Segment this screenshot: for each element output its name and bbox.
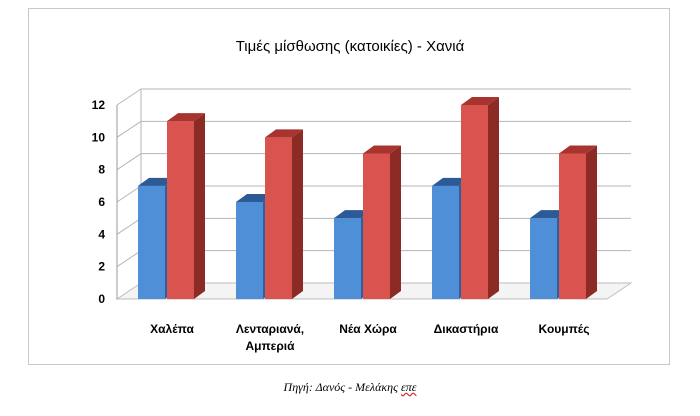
x-tick-label: Δικαστήρια: [434, 322, 499, 336]
bar: [559, 145, 597, 299]
bar-top: [363, 145, 401, 154]
gridline-wall: [116, 153, 142, 171]
source-note: Πηγή: Δανός - Μελάκης επε: [0, 380, 700, 395]
bar-front: [236, 202, 263, 299]
bar-front: [363, 153, 390, 299]
chart-frame: Τιμές μίσθωσης (κατοικίες) - Χανιά 0 2 4 6 8…: [28, 8, 670, 365]
gridline-wall: [116, 88, 142, 106]
y-tick-label: 0: [98, 292, 105, 306]
bar: [167, 113, 205, 300]
x-axis-labels: Χαλέπα Λενταριανά, Αμπεριά Νέα Χώρα Δικαστήρ…: [150, 322, 589, 353]
gridline-wall: [116, 185, 142, 203]
bar-top: [236, 194, 274, 202]
chart-canvas: Τιμές μίσθωσης (κατοικίες) - Χανιά 0 2 4 6 8…: [92, 38, 633, 353]
bar-top: [138, 177, 176, 186]
bar-top: [530, 210, 568, 219]
bar-front: [461, 105, 488, 299]
y-tick-label: 12: [92, 98, 106, 112]
x-tick-label-line: Δικαστήρια: [434, 322, 499, 336]
bar-front: [138, 185, 165, 299]
x-tick-label-line: Λενταριανά,: [236, 322, 304, 336]
source-note-text: Πηγή: Δανός - Μελάκης: [283, 380, 401, 394]
y-tick-label: 4: [98, 227, 105, 241]
bar-side: [390, 145, 401, 299]
gridline-wall: [116, 250, 142, 268]
y-tick-label: 10: [92, 130, 106, 144]
gridline-wall: [116, 217, 142, 235]
bar-front: [334, 218, 361, 299]
bar-top: [432, 177, 470, 186]
y-tick-label: 8: [98, 163, 105, 177]
source-note-underlined: επε: [400, 380, 417, 394]
bar-side: [586, 145, 597, 299]
bar-front: [530, 218, 557, 299]
y-tick-label: 2: [98, 260, 105, 274]
bars: [138, 97, 597, 300]
bar-side: [292, 129, 303, 299]
bar-front: [167, 121, 194, 300]
y-tick-label: 6: [98, 195, 105, 209]
bar: [461, 97, 499, 299]
bar: [265, 129, 303, 299]
x-tick-label-line: Νέα Χώρα: [339, 322, 397, 336]
x-tick-label: Χαλέπα: [150, 322, 194, 336]
bar-front: [265, 137, 292, 299]
bar-side: [488, 97, 499, 299]
bar-top: [167, 113, 205, 122]
x-tick-label: Νέα Χώρα: [339, 322, 397, 336]
x-tick-label-line: Αμπεριά: [245, 339, 295, 353]
bar-top: [334, 210, 372, 219]
bar-front: [432, 185, 459, 299]
bar: [363, 145, 401, 299]
bar-top: [559, 145, 597, 154]
bar-top: [265, 129, 303, 138]
x-tick-label: Κουμπές: [539, 322, 590, 336]
bar-front: [559, 153, 586, 299]
y-axis: 0 2 4 6 8 10 12: [92, 98, 118, 306]
x-tick-label-line: Κουμπές: [539, 322, 590, 336]
x-tick-label-line: Χαλέπα: [150, 322, 194, 336]
chart-title: Τιμές μίσθωσης (κατοικίες) - Χανιά: [236, 38, 465, 55]
gridline-wall: [116, 120, 142, 138]
bar-top: [461, 97, 499, 105]
bar-side: [194, 113, 205, 300]
x-tick-label: Λενταριανά, Αμπεριά: [236, 322, 304, 353]
